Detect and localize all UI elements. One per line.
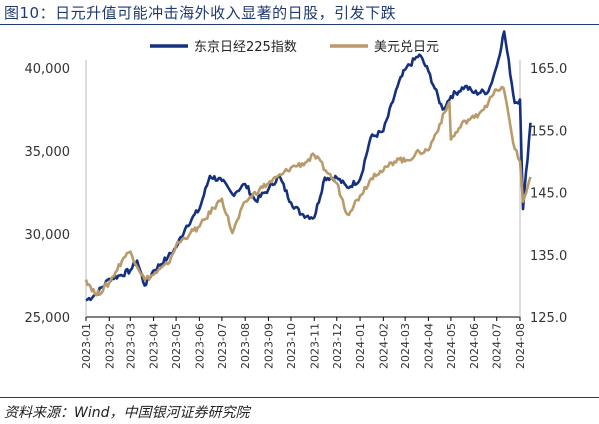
series-lines (84, 30, 532, 302)
source-note: 资料来源：Wind，中国银河证券研究院 (4, 405, 250, 421)
x-tick-label: 2024-07 (491, 323, 504, 369)
x-tick-label: 2023-07 (216, 323, 229, 369)
x-tick-label: 2023-10 (285, 323, 298, 369)
y-left-tick-label: 25,000 (25, 311, 71, 326)
x-tick-label: 2023-04 (148, 323, 161, 369)
y-right-tick-label: 135.0 (530, 249, 567, 264)
x-tick-label: 2024-01 (354, 323, 367, 369)
y-left-tick-label: 35,000 (25, 145, 71, 160)
x-tick-label: 2024-03 (399, 323, 412, 369)
x-tick-label: 2024-08 (514, 323, 527, 369)
x-tick-label: 2024-04 (422, 323, 435, 369)
legend-label-2: 美元兑日元 (374, 40, 439, 55)
y-right-tick-label: 165.0 (530, 62, 567, 77)
y-right-tick-label: 155.0 (530, 124, 567, 139)
x-tick-label: 2023-06 (193, 323, 206, 369)
series-line-2 (84, 85, 532, 297)
source-rule (0, 397, 599, 398)
x-tick-label: 2024-06 (468, 323, 481, 369)
y-right-tick-label: 145.0 (530, 187, 567, 202)
y-left-tick-label: 30,000 (25, 228, 71, 243)
title-rule (0, 24, 599, 25)
y-right-tick-label: 125.0 (530, 311, 567, 326)
x-tick-label: 2023-05 (170, 323, 183, 369)
x-tick-label: 2023-08 (239, 323, 252, 369)
page-title: 图10：日元升值可能冲击海外收入显著的日股，引发下跌 (4, 4, 397, 22)
x-tick-label: 2023-11 (308, 323, 321, 369)
x-tick-label: 2023-12 (331, 323, 344, 369)
x-tick-label: 2023-09 (262, 323, 275, 369)
x-tick-label: 2024-05 (445, 323, 458, 369)
legend-label-1: 东京日经225指数 (194, 40, 297, 55)
x-tick-label: 2023-03 (124, 323, 137, 369)
x-tick-label: 2023-02 (103, 323, 116, 369)
legend: 东京日经225指数 美元兑日元 (150, 40, 439, 55)
y-left-tick-label: 40,000 (25, 62, 71, 77)
x-tick-label: 2024-02 (377, 323, 390, 369)
series-line-1 (85, 30, 532, 302)
axes: 2023-01 2023-02 2023-03 2023-04 2023-05 2023-… (25, 60, 567, 369)
x-tick-label: 2023-01 (80, 323, 93, 369)
